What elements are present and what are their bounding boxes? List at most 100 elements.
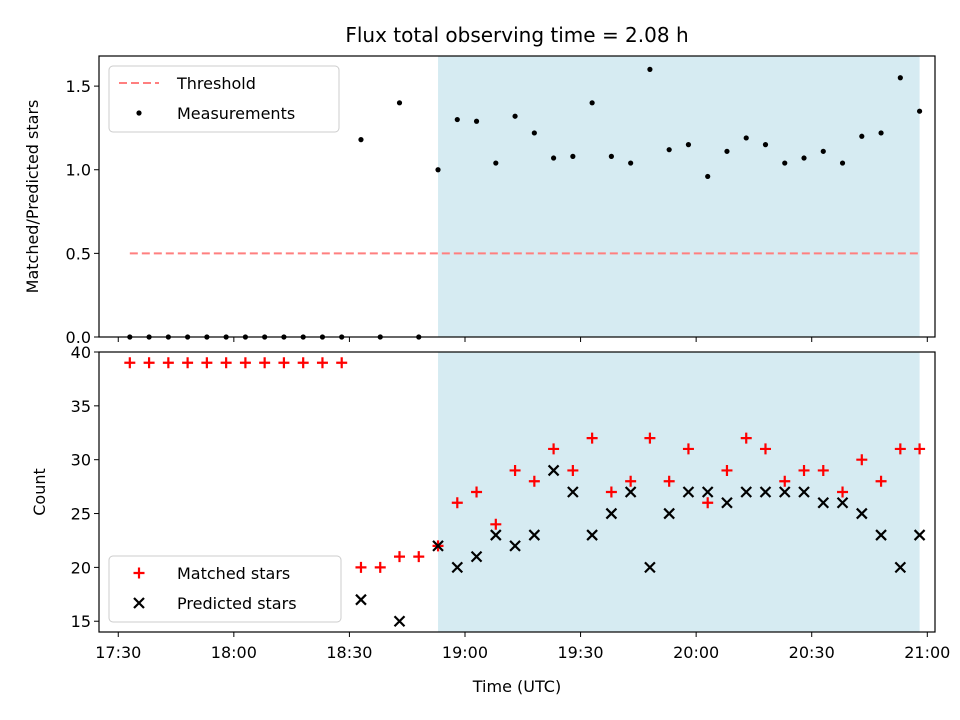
matched-stars-point bbox=[548, 443, 560, 455]
measurement-point bbox=[801, 155, 807, 161]
bottom-y-tick-label: 40 bbox=[71, 343, 91, 362]
x-tick-label: 20:30 bbox=[789, 643, 835, 662]
measurement-point bbox=[705, 173, 711, 180]
matched-stars-point bbox=[856, 454, 868, 466]
predicted-stars-point bbox=[470, 550, 483, 563]
measurement-point bbox=[396, 100, 403, 106]
x-tick-label: 18:30 bbox=[326, 643, 372, 662]
matched-stars-point bbox=[759, 443, 771, 455]
matched-stars-point bbox=[894, 443, 906, 455]
measurement-point bbox=[358, 137, 364, 143]
matched-stars-point bbox=[162, 357, 174, 369]
matched-stars-point bbox=[625, 475, 637, 487]
predicted-stars-point bbox=[547, 464, 560, 477]
measurement-point bbox=[550, 155, 557, 161]
matched-stars-point bbox=[201, 357, 213, 369]
measurement-point bbox=[859, 133, 865, 139]
x-tick-label: 19:30 bbox=[558, 643, 604, 662]
measurement-point bbox=[916, 108, 923, 114]
top-y-ticks: 0.0 0.5 1.0 1.5 bbox=[66, 77, 99, 347]
matched-stars-point bbox=[509, 464, 521, 476]
predicted-stars-point bbox=[856, 507, 868, 520]
matched-stars-point bbox=[374, 561, 386, 573]
bottom-y-tick-label: 35 bbox=[71, 397, 91, 416]
predicted-stars-point bbox=[701, 486, 714, 498]
measurement-point bbox=[897, 75, 903, 81]
measurement-point bbox=[685, 142, 692, 148]
top-y-tick-label: 1.0 bbox=[66, 161, 91, 180]
top-legend-label: Measurements bbox=[177, 104, 295, 123]
predicted-stars-point bbox=[778, 486, 791, 498]
bottom-y-tick-label: 15 bbox=[71, 612, 91, 631]
matched-stars-point bbox=[124, 357, 136, 369]
measurement-point bbox=[878, 130, 884, 136]
matched-stars-point bbox=[914, 443, 926, 455]
predicted-stars-point bbox=[740, 486, 753, 498]
measurement-point bbox=[839, 160, 846, 166]
measurement-point bbox=[608, 153, 614, 159]
x-tick-label: 17:30 bbox=[95, 643, 141, 662]
bottom-legend-marker bbox=[133, 597, 145, 609]
measurement-point bbox=[666, 147, 672, 153]
matched-stars-point bbox=[297, 357, 309, 369]
matched-stars-point bbox=[413, 551, 425, 563]
matched-stars-point bbox=[663, 475, 675, 487]
bottom-panel: 15 20 25 30 35 40 17:30 18:00 18:30 19:00 19:30 20… bbox=[30, 343, 950, 696]
matched-stars-point bbox=[817, 464, 829, 476]
top-y-tick-label: 0.0 bbox=[66, 328, 91, 347]
measurement-point bbox=[724, 148, 730, 154]
top-y-tick-label: 1.5 bbox=[66, 77, 91, 96]
predicted-stars-point bbox=[682, 486, 695, 498]
matched-stars-point bbox=[528, 475, 540, 487]
top-legend-box bbox=[108, 65, 340, 133]
bottom-axes-frame bbox=[98, 351, 936, 633]
bottom-y-tick-label: 30 bbox=[71, 451, 91, 470]
measurement-point bbox=[628, 160, 634, 166]
predicted-stars-point bbox=[490, 529, 502, 541]
top-observing-window-shade bbox=[438, 56, 920, 337]
matched-stars-point bbox=[239, 357, 251, 369]
measurement-point bbox=[820, 148, 826, 154]
predicted-stars-point bbox=[894, 561, 907, 574]
matched-stars-point bbox=[355, 561, 367, 573]
x-axis-label: Time (UTC) bbox=[472, 677, 561, 696]
bottom-legend-box bbox=[108, 555, 342, 623]
predicted-stars-point bbox=[586, 529, 598, 541]
measurement-point bbox=[782, 160, 788, 166]
bottom-legend-label: Predicted stars bbox=[177, 594, 297, 613]
measurement-point bbox=[473, 118, 480, 124]
bottom-legend: Matched stars Predicted stars bbox=[108, 555, 342, 623]
x-tick-label: 19:00 bbox=[442, 643, 488, 662]
x-tick-label: 18:00 bbox=[211, 643, 257, 662]
predicted-stars-point bbox=[721, 496, 733, 509]
matched-stars-point bbox=[471, 486, 483, 498]
measurement-point bbox=[531, 130, 537, 136]
predicted-stars-point bbox=[798, 486, 810, 498]
bottom-y-axis-label: Count bbox=[30, 468, 49, 516]
matched-stars-point bbox=[740, 432, 752, 444]
measurement-point bbox=[570, 153, 576, 159]
bottom-y-tick-label: 20 bbox=[71, 558, 91, 577]
matched-stars-point bbox=[605, 486, 617, 498]
matched-stars-point bbox=[702, 497, 714, 509]
predicted-stars-point bbox=[393, 615, 406, 628]
bottom-legend-label: Matched stars bbox=[177, 564, 290, 583]
matched-stars-point bbox=[393, 551, 405, 563]
bottom-y-ticks: 15 20 25 30 35 40 bbox=[71, 343, 99, 631]
matched-stars-point bbox=[721, 464, 733, 476]
predicted-stars-point bbox=[432, 540, 444, 552]
matched-stars-point bbox=[490, 518, 502, 530]
matched-stars-point bbox=[586, 432, 598, 444]
bottom-x-ticks: 17:30 18:00 18:30 19:00 19:30 20:00 20:30 21:00 bbox=[95, 632, 950, 662]
predicted-stars-point bbox=[836, 496, 849, 509]
measurement-point bbox=[762, 142, 769, 148]
top-axes-frame bbox=[98, 55, 936, 338]
x-tick-label: 21:00 bbox=[904, 643, 950, 662]
matched-stars-point bbox=[451, 497, 463, 509]
predicted-stars-point bbox=[913, 529, 926, 541]
top-legend: Threshold Measurements bbox=[108, 65, 340, 133]
bottom-series-layer bbox=[124, 357, 926, 628]
matched-stars-point bbox=[259, 357, 271, 369]
predicted-stars-point bbox=[528, 529, 541, 541]
